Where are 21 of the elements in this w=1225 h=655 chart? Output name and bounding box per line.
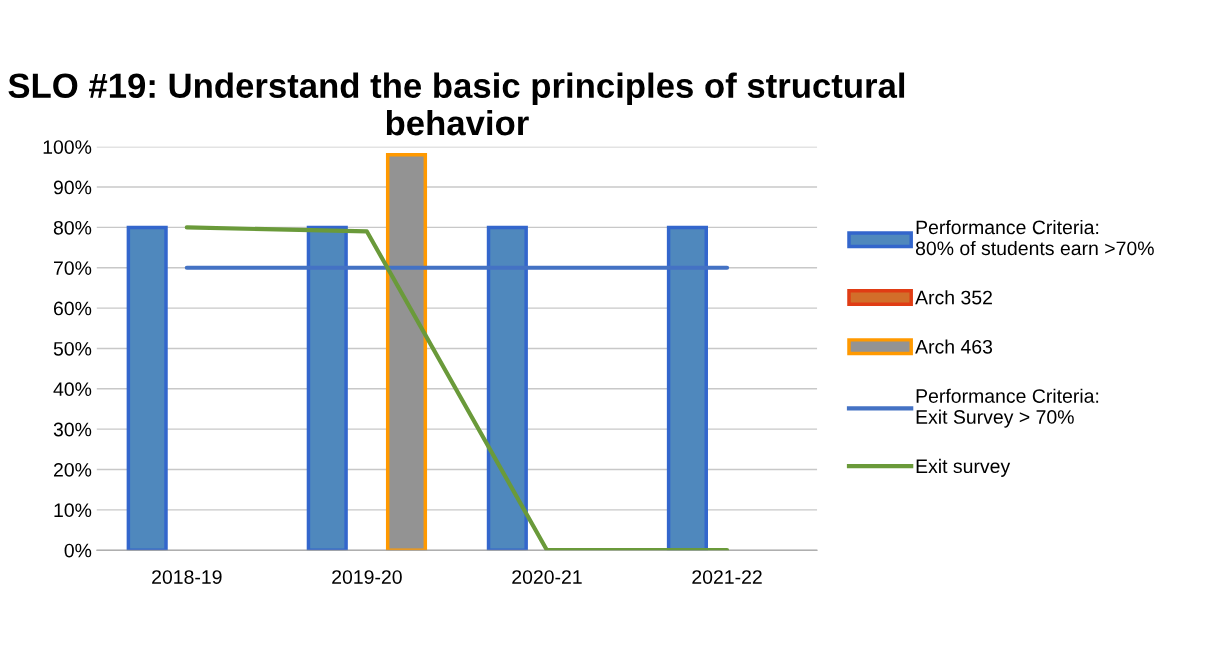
y-tick-label: 0% [64, 543, 92, 558]
chart-title: SLO #19: Understand the basic principles of structural behavior [8, 72, 905, 136]
y-tick-label: 40% [53, 382, 92, 397]
y-tick-label: 100% [43, 140, 92, 154]
x-tick-label: 2021-22 [692, 570, 762, 584]
x-tick-label: 2020-21 [512, 570, 582, 584]
y-tick-label: 70% [53, 261, 92, 275]
y-tick-label: 60% [53, 301, 92, 316]
legend-label: Arch 352 [915, 290, 992, 305]
y-tick-label: 50% [53, 341, 92, 356]
legend-label: Performance Criteria: 80% of students earn >70% [915, 219, 1154, 256]
y-tick-label: 80% [53, 220, 92, 235]
x-tick-label: 2018-19 [152, 570, 222, 584]
legend-label: Performance Criteria: Exit Survey > 70% [916, 388, 1099, 428]
y-tick-label: 90% [53, 180, 92, 195]
legend-label: Arch 463 [915, 339, 993, 354]
x-tick-label: 2019-20 [332, 570, 402, 584]
legend-label: Exit survey [916, 458, 1011, 477]
y-tick-label: 30% [53, 422, 92, 437]
y-tick-label: 20% [53, 462, 92, 477]
y-tick-label: 10% [54, 503, 92, 518]
